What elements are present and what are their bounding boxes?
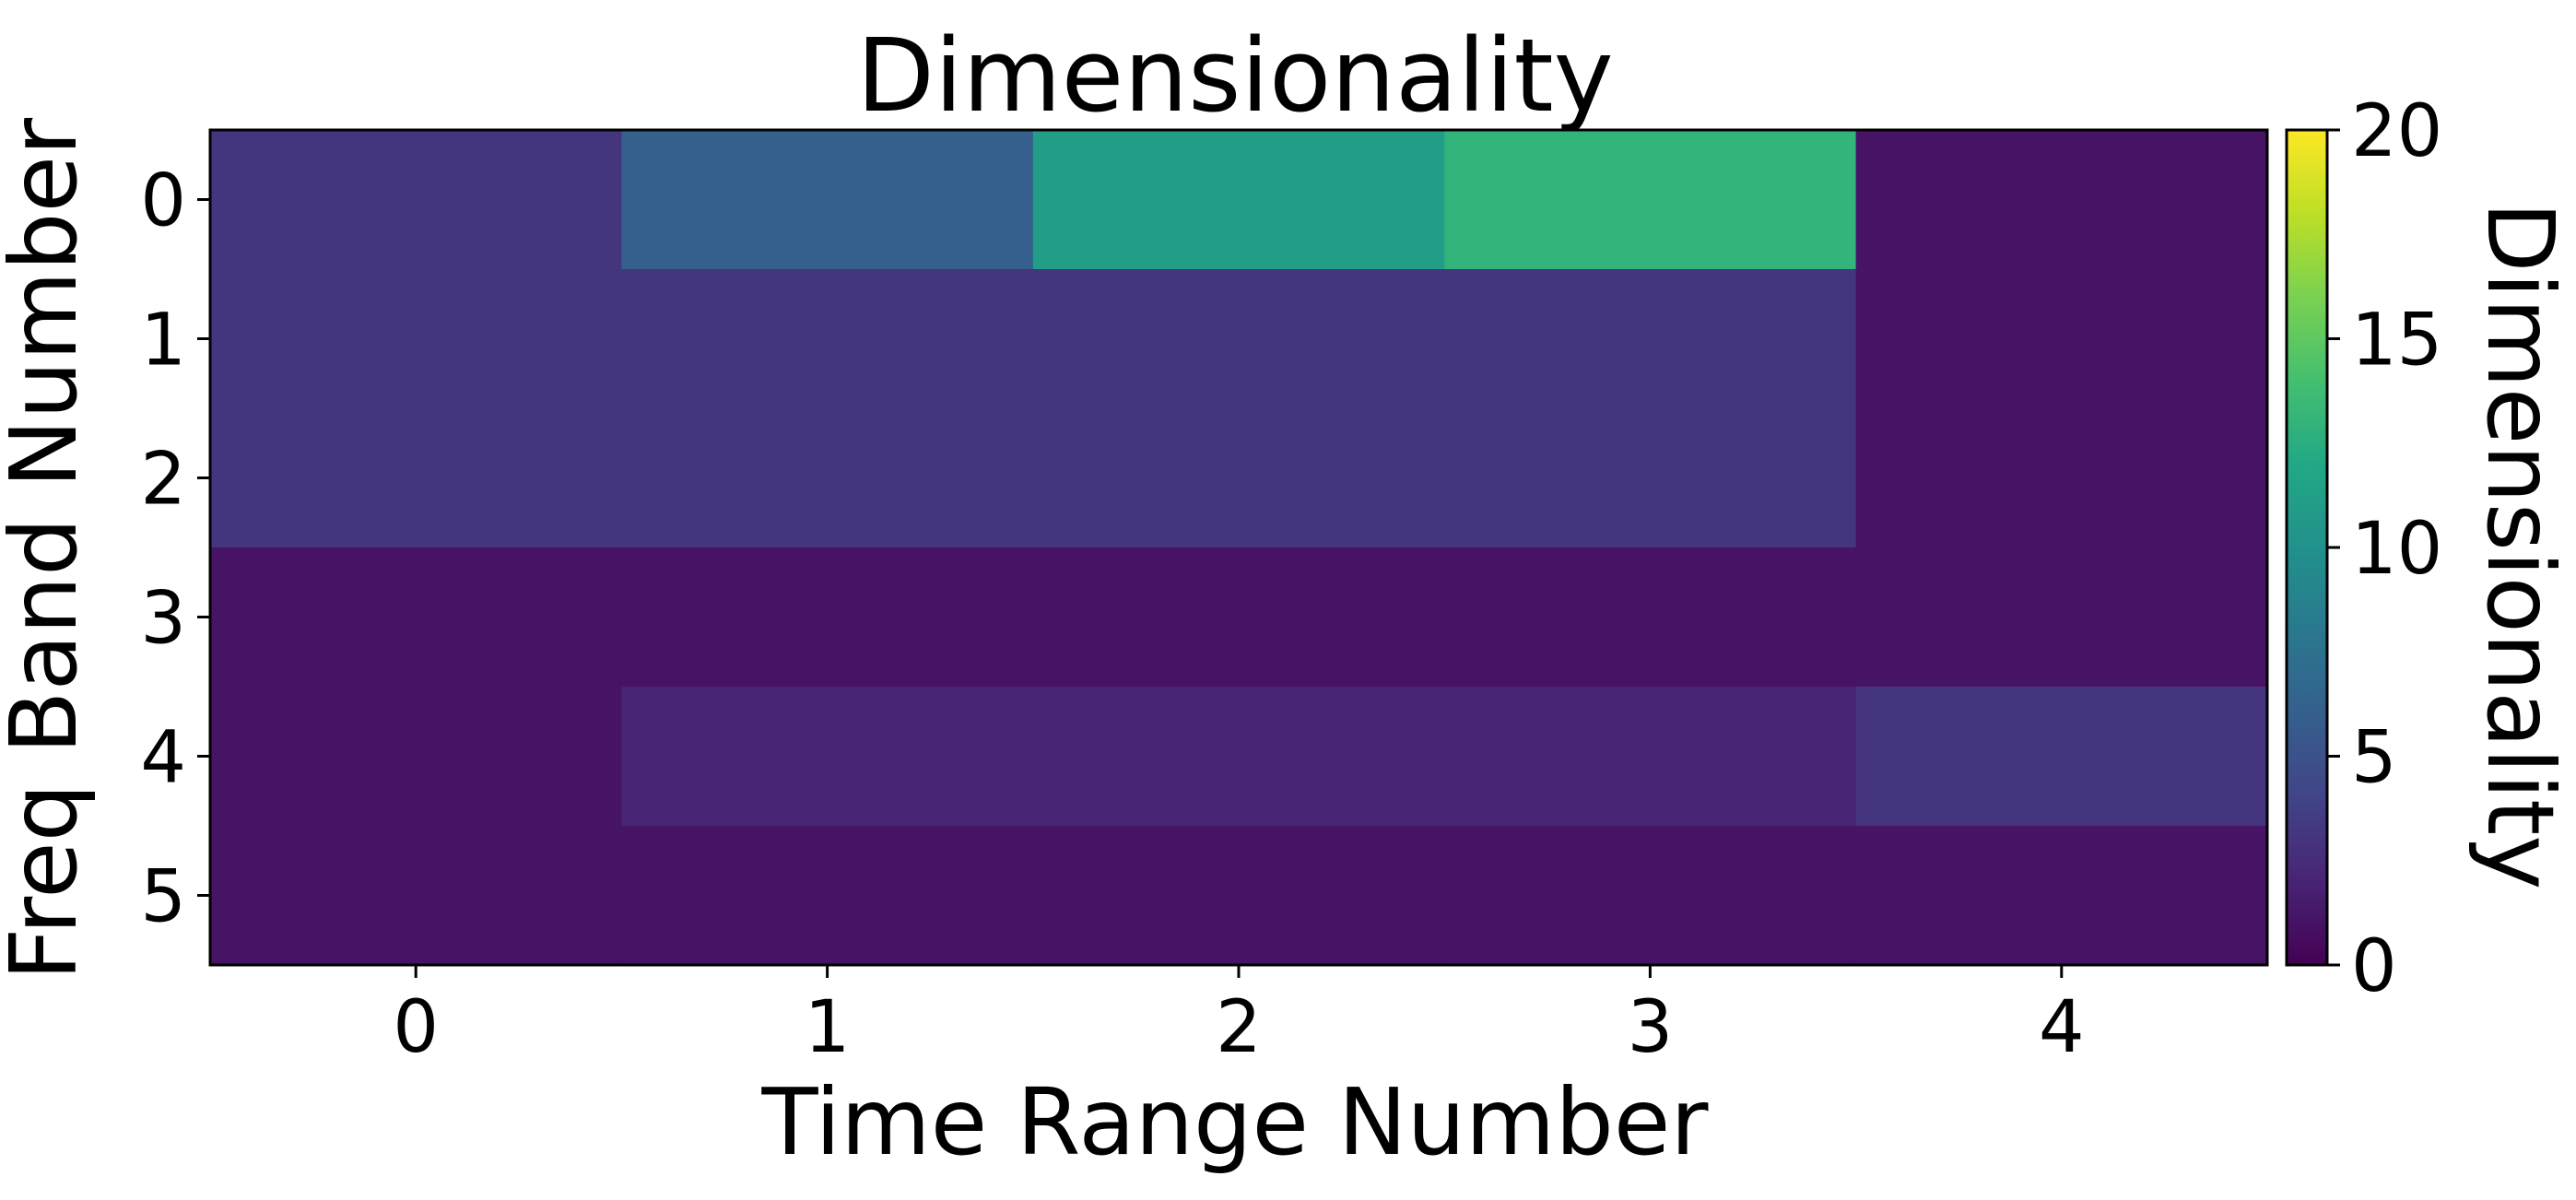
colorbar-tick-label: 15	[2351, 300, 2442, 382]
heatmap-cell-r5-c3	[1444, 826, 1857, 966]
colorbar	[2285, 128, 2329, 967]
colorbar-tick-label: 0	[2351, 925, 2397, 1008]
x-tick-label: 3	[1628, 986, 1674, 1069]
y-axis-ticks: 0 1 2 3 4 5	[140, 160, 210, 939]
y-tick-label: 2	[140, 439, 186, 522]
heatmap-cell-r1-c1	[621, 269, 1034, 409]
x-axis-label: Time Range Number	[761, 1068, 1710, 1176]
heatmap-cell-r2-c2	[1032, 408, 1445, 548]
y-tick-label: 0	[140, 160, 186, 243]
heatmap-cell-r2-c4	[1855, 408, 2268, 548]
heatmap-cell-r5-c0	[210, 826, 622, 966]
heatmap-cell-r3-c1	[621, 547, 1034, 688]
colorbar-ticks: 0 5 10 15 20	[2327, 90, 2442, 1008]
y-tick-label: 4	[140, 717, 186, 800]
x-tick-label: 2	[1216, 986, 1262, 1069]
heatmap-cell-r1-c4	[1855, 269, 2268, 409]
heatmap-cell-r4-c1	[621, 687, 1034, 827]
colorbar-label: Dimensionality	[2466, 202, 2574, 890]
heatmap-cells	[210, 130, 2268, 966]
x-tick-label: 1	[805, 986, 851, 1069]
chart-title: Dimensionality	[856, 17, 1613, 135]
heatmap-cell-r0-c2	[1032, 130, 1445, 270]
colorbar-tick-label: 10	[2351, 508, 2442, 591]
heatmap-cell-r3-c0	[210, 547, 622, 688]
heatmap-cell-r5-c1	[621, 826, 1034, 966]
heatmap-cell-r5-c4	[1855, 826, 2268, 966]
heatmap-cell-r3-c3	[1444, 547, 1857, 688]
heatmap-cell-r1-c3	[1444, 269, 1857, 409]
heatmap-cell-r4-c2	[1032, 687, 1445, 827]
x-tick-label: 4	[2039, 986, 2085, 1069]
colorbar-tick-label: 5	[2351, 717, 2397, 800]
heatmap-cell-r2-c0	[210, 408, 622, 548]
heatmap-cell-r0-c1	[621, 130, 1034, 270]
heatmap-cell-r1-c2	[1032, 269, 1445, 409]
heatmap-cell-r4-c4	[1855, 687, 2268, 827]
heatmap-cell-r2-c3	[1444, 408, 1857, 548]
heatmap-cell-r0-c0	[210, 130, 622, 270]
heatmap-cell-r2-c1	[621, 408, 1034, 548]
heatmap-cell-r1-c0	[210, 269, 622, 409]
heatmap-cell-r0-c3	[1444, 130, 1857, 270]
y-tick-label: 3	[140, 578, 186, 661]
heatmap-cell-r4-c0	[210, 687, 622, 827]
y-tick-label: 1	[140, 300, 186, 382]
y-tick-label: 5	[140, 856, 186, 939]
y-axis-label: Freq Band Number	[0, 117, 98, 981]
heatmap-cell-r3-c2	[1032, 547, 1445, 688]
x-axis-ticks: 0 1 2 3 4	[393, 965, 2085, 1069]
heatmap-cell-r0-c4	[1855, 130, 2268, 270]
x-tick-label: 0	[393, 986, 439, 1069]
heatmap-cell-r4-c3	[1444, 687, 1857, 827]
heatmap-cell-r3-c4	[1855, 547, 2268, 688]
colorbar-tick-label: 20	[2351, 90, 2442, 173]
heatmap-cell-r5-c2	[1032, 826, 1445, 966]
